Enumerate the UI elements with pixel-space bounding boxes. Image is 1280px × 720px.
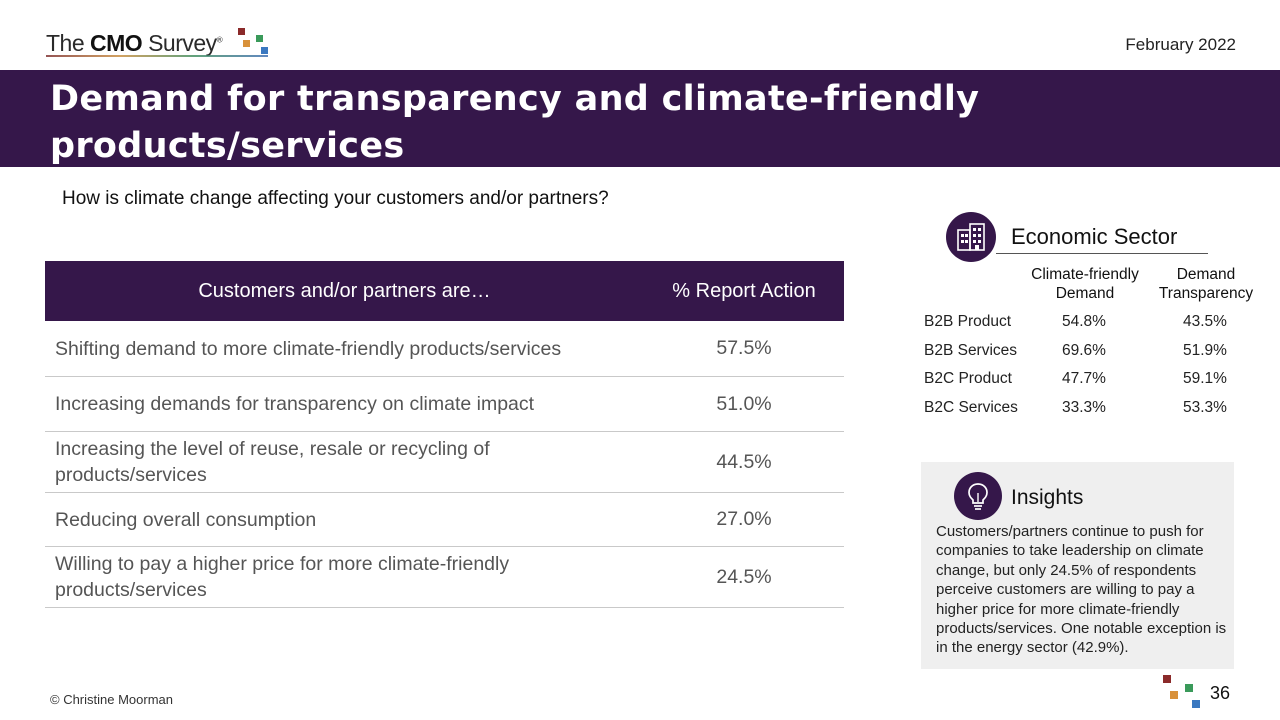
logo-square-orange	[243, 40, 250, 47]
insights-title: Insights	[1011, 486, 1084, 509]
row-pct: 44.5%	[716, 450, 772, 473]
report-date: February 2022	[1125, 35, 1236, 54]
logo-underline	[46, 55, 268, 57]
column-header-label: Customers and/or partners are…	[198, 279, 491, 302]
row-label: Shifting demand to more climate-friendly…	[55, 337, 562, 360]
row-label: Reducing overall consumption	[55, 508, 317, 531]
page-title-line-2: from customers and partners underlie cli…	[50, 173, 1185, 213]
sector-transparency-value: 51.9%	[1183, 342, 1227, 359]
page-title-line-1: Demand for transparency and climate-frie…	[50, 79, 980, 166]
table-row: Reducing overall consumption 27.0%	[45, 493, 844, 547]
footer-square-orange	[1170, 691, 1178, 699]
table-header: Customers and/or partners are… % Report …	[45, 261, 844, 321]
row-label: Increasing the level of reuse, resale or…	[55, 438, 490, 486]
sector-name: B2B Services	[924, 342, 1018, 359]
sector-name: B2C Product	[924, 370, 1012, 387]
sector-divider	[996, 253, 1208, 254]
table-row: Shifting demand to more climate-friendly…	[45, 321, 844, 377]
sector-transparency-value: 53.3%	[1183, 399, 1227, 416]
sector-climate-value: 33.3%	[1062, 399, 1106, 416]
results-table: Customers and/or partners are… % Report …	[45, 261, 844, 608]
title-banner: Demand for transparency and climate-frie…	[0, 70, 1280, 213]
sector-name: B2B Product	[924, 313, 1012, 330]
sector-climate-value: 54.8%	[1062, 313, 1106, 330]
logo-square-red	[238, 28, 245, 35]
row-label: Willing to pay a higher price for more c…	[55, 553, 510, 601]
row-label: Increasing demands for transparency on c…	[55, 393, 535, 415]
footer-square-blue	[1192, 700, 1200, 708]
logo-text: The CMO Survey®	[46, 30, 223, 56]
footer-square-green	[1185, 684, 1193, 692]
footer-square-red	[1163, 675, 1171, 683]
logo-square-blue	[261, 47, 268, 54]
copyright-notice: © Christine Moorman	[50, 692, 174, 707]
page-title: Demand for transparency and climate-frie…	[50, 76, 1250, 217]
insights-box: Insights Customers/partners continue to …	[921, 462, 1234, 669]
insights-text: Customers/partners continue to push for …	[936, 523, 1227, 657]
cmo-survey-logo: The CMO Survey®	[46, 26, 286, 58]
sector-climate-value: 69.6%	[1062, 342, 1106, 359]
sector-climate-value: 47.7%	[1062, 370, 1106, 387]
row-pct: 27.0%	[716, 508, 772, 530]
sector-col-climate-header: Climate-friendly Demand	[1031, 266, 1139, 302]
row-pct: 24.5%	[716, 565, 772, 588]
table-row: Increasing demands for transparency on c…	[45, 377, 844, 432]
sector-transparency-value: 59.1%	[1183, 370, 1227, 387]
lightbulb-icon	[954, 472, 1002, 520]
column-header-pct: % Report Action	[672, 279, 816, 302]
sector-transparency-value: 43.5%	[1183, 313, 1227, 330]
table-row: Willing to pay a higher price for more c…	[45, 547, 844, 608]
row-pct: 51.0%	[716, 392, 772, 415]
table-row: Increasing the level of reuse, resale or…	[45, 432, 844, 493]
logo-square-green	[256, 35, 263, 42]
row-pct: 57.5%	[716, 337, 772, 359]
sector-name: B2C Services	[924, 399, 1018, 416]
survey-question: How is climate change affecting your cus…	[62, 188, 609, 209]
sector-title: Economic Sector	[1011, 224, 1178, 249]
buildings-icon	[946, 212, 996, 262]
sector-col-transparency-header: Demand Transparency	[1158, 266, 1254, 302]
page-number: 36	[1210, 683, 1231, 703]
